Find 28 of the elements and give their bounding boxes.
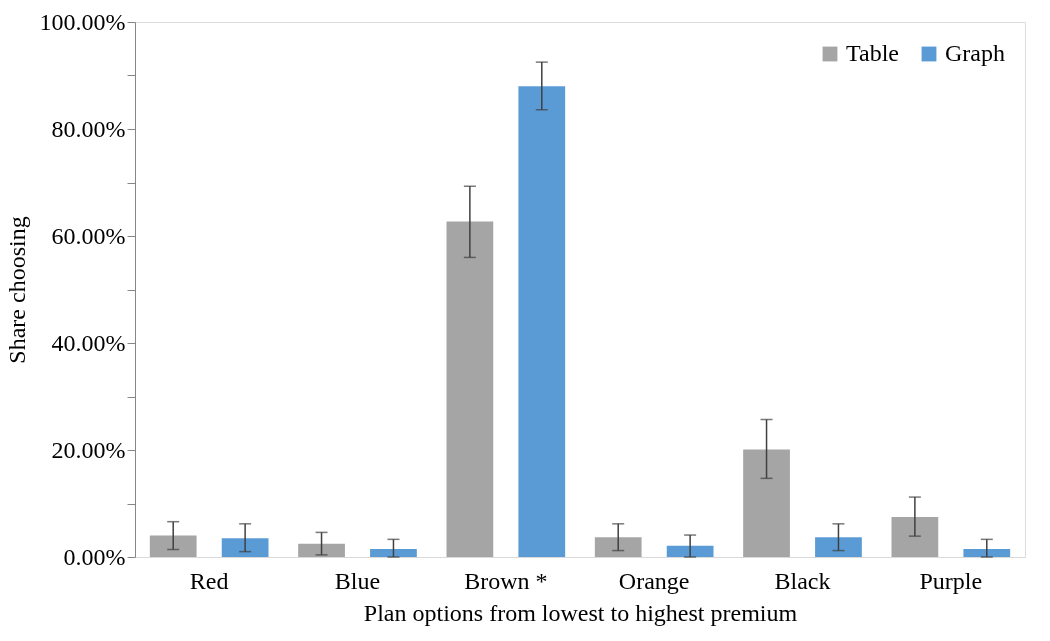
x-tick-label: Brown * [464,567,548,594]
bar [518,86,566,557]
x-tick-label: Blue [334,567,381,594]
bar [666,545,714,557]
bar [891,516,939,557]
bar [298,543,345,557]
bar [221,538,269,557]
x-axis-title: Plan options from lowest to highest premium [363,599,798,626]
y-axis-title: Share choosing [3,216,30,364]
bar [963,548,1011,557]
bar [370,548,417,557]
bar [815,537,862,557]
bar [594,537,642,557]
x-tick-label: Purple [919,567,983,594]
y-tick-label: 60.00% [51,222,126,249]
y-tick-label: 100.00% [39,8,126,35]
x-tick-label: Orange [618,567,690,594]
x-tick-label: Red [189,567,229,594]
y-tick-label: 0.00% [63,543,126,570]
y-tick-label: 40.00% [51,329,126,356]
y-tick-label: 80.00% [51,115,126,142]
bar [743,449,790,557]
y-tick-label: 20.00% [51,436,126,463]
legend-label: Graph [945,40,1005,66]
x-tick-label: Black [774,567,831,594]
bar [149,535,197,557]
bar [446,221,494,557]
legend-label: Table [846,40,899,66]
